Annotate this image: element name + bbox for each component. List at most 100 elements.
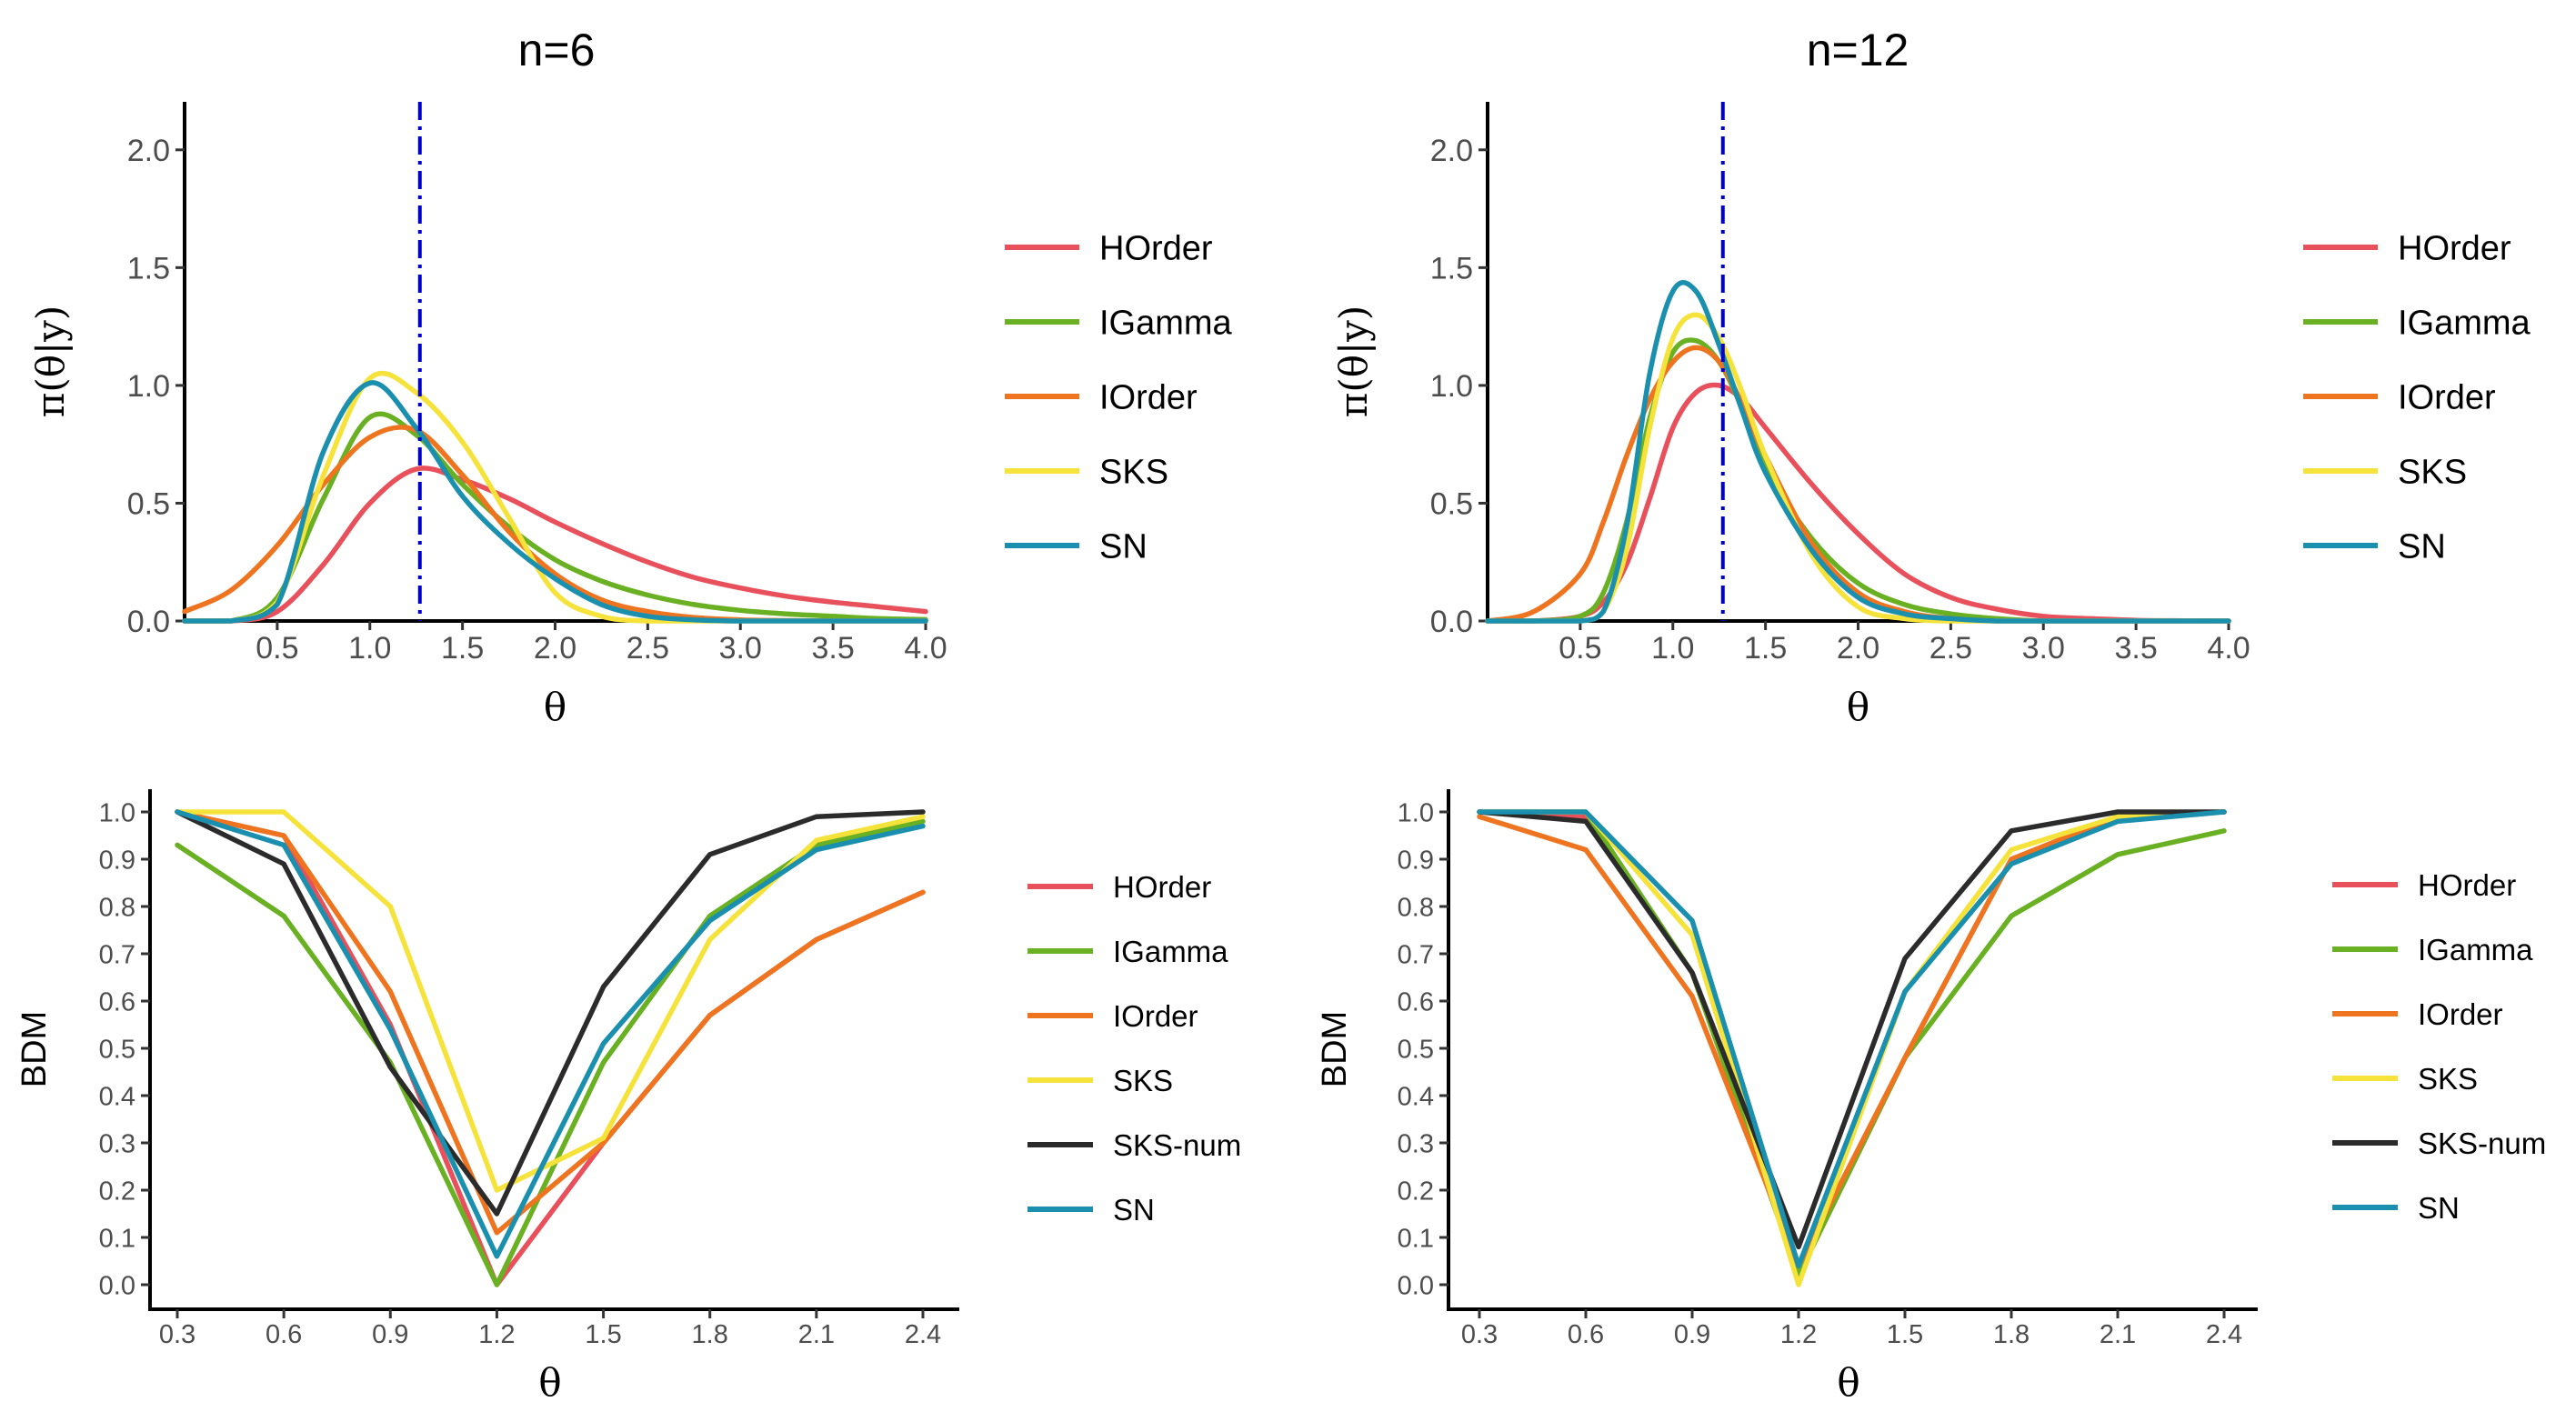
y-tick-label: 0.1 [99, 1224, 135, 1253]
series-line-sks [175, 809, 926, 1193]
y-tick-label: 0.7 [1398, 940, 1434, 969]
x-tick-label: 0.9 [1674, 1320, 1710, 1349]
x-tick-label: 1.5 [1744, 631, 1787, 666]
x-tick-label: 0.5 [1559, 631, 1601, 666]
series-line-sn [1477, 809, 2227, 1268]
series-line-sks-num [1477, 809, 2227, 1250]
x-tick-label: 2.5 [1929, 631, 1972, 666]
legend-label: SKS [1113, 1064, 1173, 1097]
x-tick-label: 3.5 [811, 631, 854, 666]
legend-label: HOrder [1099, 230, 1213, 268]
legend-label: SN [1099, 528, 1148, 566]
legend-label: IGamma [2398, 305, 2531, 343]
series-line-horder [175, 809, 926, 1287]
y-tick-label: 0.8 [1398, 893, 1434, 922]
series-line-sn [182, 380, 928, 624]
x-tick-label: 2.5 [626, 631, 669, 666]
x-axis-title: θ [544, 685, 566, 729]
chart-p1: n=6 0.0 0.5 1.0 1.5 2.0 0.5 1.0 1.5 2.0 2.5 3.0 3.5 4… [28, 25, 1233, 729]
series-line-sks [1485, 312, 2231, 624]
legend-label: HOrder [2418, 868, 2516, 902]
y-axis-title: π(θ|y) [1331, 305, 1376, 418]
y-tick-label: 1.0 [1398, 798, 1434, 827]
series-line-sn [175, 809, 926, 1259]
series-line-horder [1477, 809, 2227, 1278]
x-tick-label: 1.5 [441, 631, 484, 666]
x-axis-title: θ [538, 1360, 561, 1405]
y-tick-label: 1.0 [99, 798, 135, 827]
y-tick-label: 1.0 [1430, 369, 1473, 404]
series-line-sn [1485, 280, 2231, 624]
y-tick-label: 0.0 [99, 1271, 135, 1300]
y-tick-label: 0.0 [127, 605, 170, 639]
x-tick-label: 1.0 [1651, 631, 1694, 666]
chart-p2: n=12 0.0 0.5 1.0 1.5 2.0 0.5 1.0 1.5 2.0 2.5 3.0 3.5… [1331, 25, 2531, 729]
x-tick-label: 1.5 [1887, 1320, 1923, 1349]
x-tick-label: 2.1 [2100, 1320, 2136, 1349]
y-tick-label: 1.0 [127, 369, 170, 404]
y-tick-label: 2.0 [1430, 134, 1473, 168]
y-tick-label: 0.4 [99, 1082, 135, 1111]
x-tick-label: 2.0 [534, 631, 576, 666]
series-line-iorder [175, 809, 926, 1236]
y-tick-label: 0.0 [1430, 605, 1473, 639]
chart-p3: 0.0 0.1 0.2 0.3 0.4 0.5 0.6 0.7 0.8 0.9 1.0 0.3 0.6 0… [15, 789, 1241, 1405]
series-line-iorder [1485, 345, 2231, 624]
x-tick-label: 0.6 [1568, 1320, 1604, 1349]
x-axis-title: θ [1847, 685, 1869, 729]
y-axis-title: BDM [1316, 1011, 1354, 1087]
chart-title: n=6 [518, 25, 596, 75]
y-tick-label: 0.9 [99, 846, 135, 875]
y-tick-label: 0.5 [99, 1035, 135, 1064]
x-tick-label: 0.9 [372, 1320, 408, 1349]
y-tick-label: 0.2 [1398, 1177, 1434, 1206]
y-axis-title: BDM [15, 1011, 54, 1087]
legend-label: SKS [2418, 1062, 2478, 1096]
legend-label: SKS-num [2418, 1127, 2546, 1160]
x-tick-label: 1.2 [1780, 1320, 1817, 1349]
series-line-igamma [182, 411, 928, 624]
x-tick-label: 4.0 [2207, 631, 2250, 666]
x-tick-label: 2.0 [1837, 631, 1879, 666]
series-line-sks [1477, 809, 2227, 1287]
y-tick-label: 0.9 [1398, 846, 1434, 875]
x-tick-label: 2.1 [798, 1320, 835, 1349]
y-tick-label: 0.6 [1398, 987, 1434, 1016]
y-tick-label: 0.2 [99, 1177, 135, 1206]
y-tick-label: 0.3 [1398, 1129, 1434, 1158]
y-tick-label: 0.7 [99, 940, 135, 969]
legend-label: HOrder [1113, 870, 1211, 904]
x-tick-label: 1.0 [348, 631, 391, 666]
legend: HOrder IGamma IOrder SKS SN [2303, 230, 2531, 566]
x-axis-title: θ [1837, 1360, 1859, 1405]
x-tick-label: 2.4 [905, 1320, 941, 1349]
y-tick-label: 0.5 [1398, 1035, 1434, 1064]
legend-label: HOrder [2398, 230, 2511, 268]
y-axis-title: π(θ|y) [28, 305, 73, 418]
x-tick-label: 0.6 [266, 1320, 302, 1349]
legend-label: IOrder [1113, 999, 1198, 1033]
chart-title: n=12 [1807, 25, 1909, 75]
legend: HOrder IGamma IOrder SKS SN [1005, 230, 1233, 566]
y-tick-label: 0.3 [99, 1129, 135, 1158]
x-tick-label: 2.4 [2206, 1320, 2242, 1349]
x-tick-label: 1.8 [692, 1320, 728, 1349]
legend: HOrder IGamma IOrder SKS SKS-num SN [1027, 870, 1241, 1227]
legend-label: SN [2398, 528, 2446, 566]
series-line-iorder [1477, 809, 2227, 1268]
x-tick-label: 0.5 [256, 631, 298, 666]
legend-label: SKS-num [1113, 1128, 1241, 1162]
legend-label: IOrder [2418, 997, 2503, 1031]
chart-p4: 0.0 0.1 0.2 0.3 0.4 0.5 0.6 0.7 0.8 0.9 1.0 0.3 0.6 0… [1316, 789, 2546, 1405]
x-tick-label: 1.2 [478, 1320, 515, 1349]
x-tick-label: 3.5 [2114, 631, 2157, 666]
legend-label: IOrder [2398, 379, 2496, 417]
legend-label: IGamma [2418, 933, 2533, 966]
series-line-sks [182, 370, 928, 624]
legend: HOrder IGamma IOrder SKS SKS-num SN [2332, 868, 2546, 1225]
legend-label: SKS [1099, 454, 1168, 492]
legend-label: SN [1113, 1193, 1155, 1227]
y-tick-label: 1.5 [127, 252, 170, 286]
legend-label: SKS [2398, 454, 2467, 492]
